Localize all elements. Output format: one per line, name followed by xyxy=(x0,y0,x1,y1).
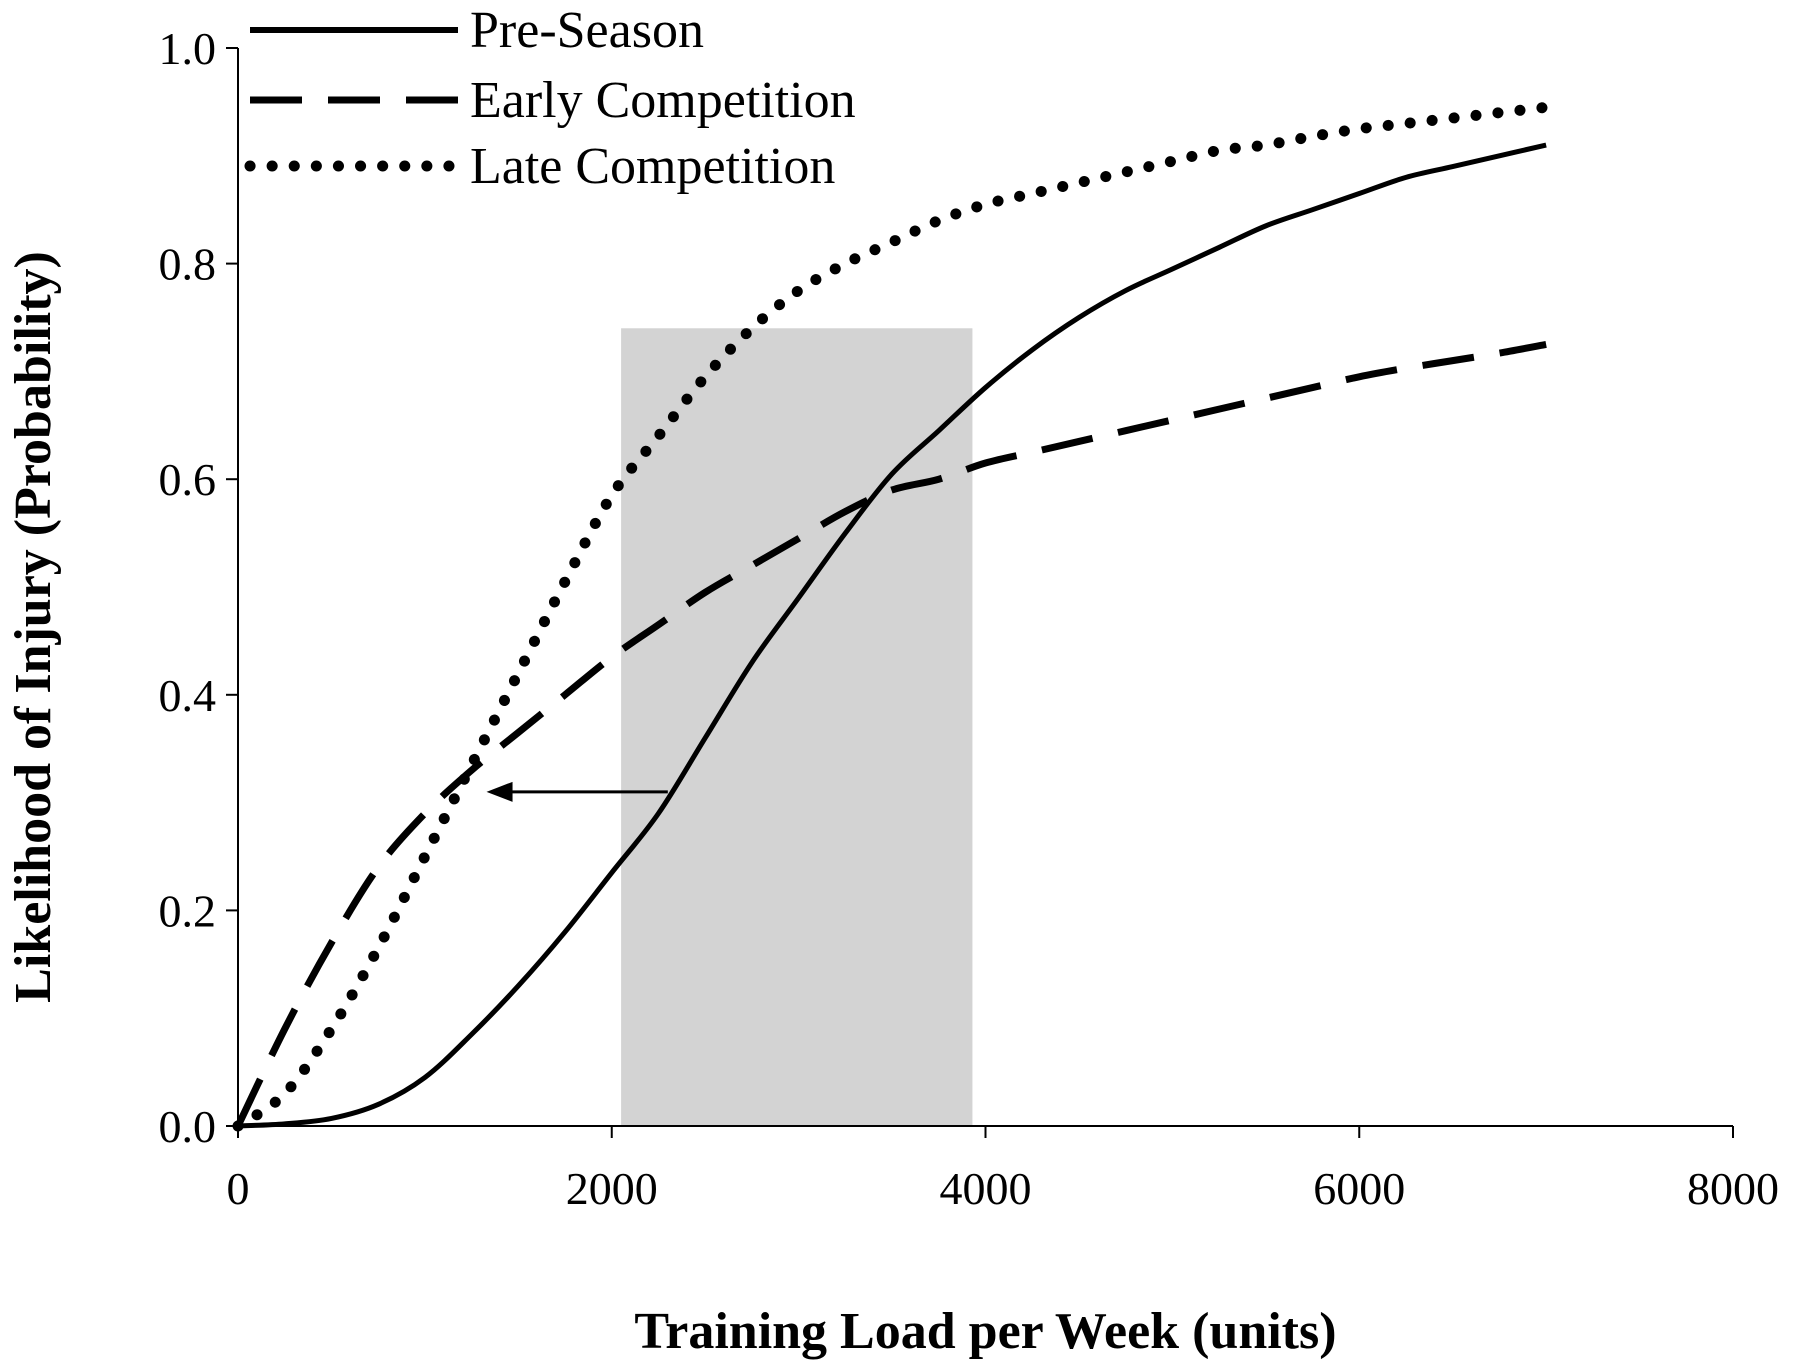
x-tick-label: 4000 xyxy=(940,1163,1032,1214)
x-axis-title: Training Load per Week (units) xyxy=(634,1303,1336,1360)
legend: Pre-Season Early Competition Late Competit… xyxy=(244,2,856,195)
y-tick-label: 1.0 xyxy=(159,23,217,74)
series-line-pre-season xyxy=(237,142,1547,1129)
x-tick-label: 2000 xyxy=(566,1163,658,1214)
series-line-early-competition xyxy=(234,341,1547,1128)
y-tick-label: 0.2 xyxy=(159,885,217,936)
annotation-arrow-head xyxy=(486,781,513,802)
axes: 0.0 0.2 0.4 0.6 0.8 1.0 0 2000 4000 6000 8000 xyxy=(159,23,1780,1214)
y-tick-label: 0.6 xyxy=(159,454,217,505)
x-tick-label: 0 xyxy=(227,1163,250,1214)
legend-label-pre-season: Pre-Season xyxy=(470,2,704,59)
legend-label-late-competition: Late Competition xyxy=(470,138,835,195)
x-tick-label: 6000 xyxy=(1313,1163,1405,1214)
plot-area xyxy=(232,101,1552,1132)
y-tick-label: 0.4 xyxy=(159,670,217,721)
legend-label-early-competition: Early Competition xyxy=(470,72,856,129)
y-axis-title: Likelihood of Injury (Probability) xyxy=(5,251,62,1003)
y-tick-label: 0.8 xyxy=(159,239,217,290)
shaded-region xyxy=(621,328,973,1126)
x-tick-label: 8000 xyxy=(1687,1163,1779,1214)
y-tick-label: 0.0 xyxy=(159,1101,217,1152)
